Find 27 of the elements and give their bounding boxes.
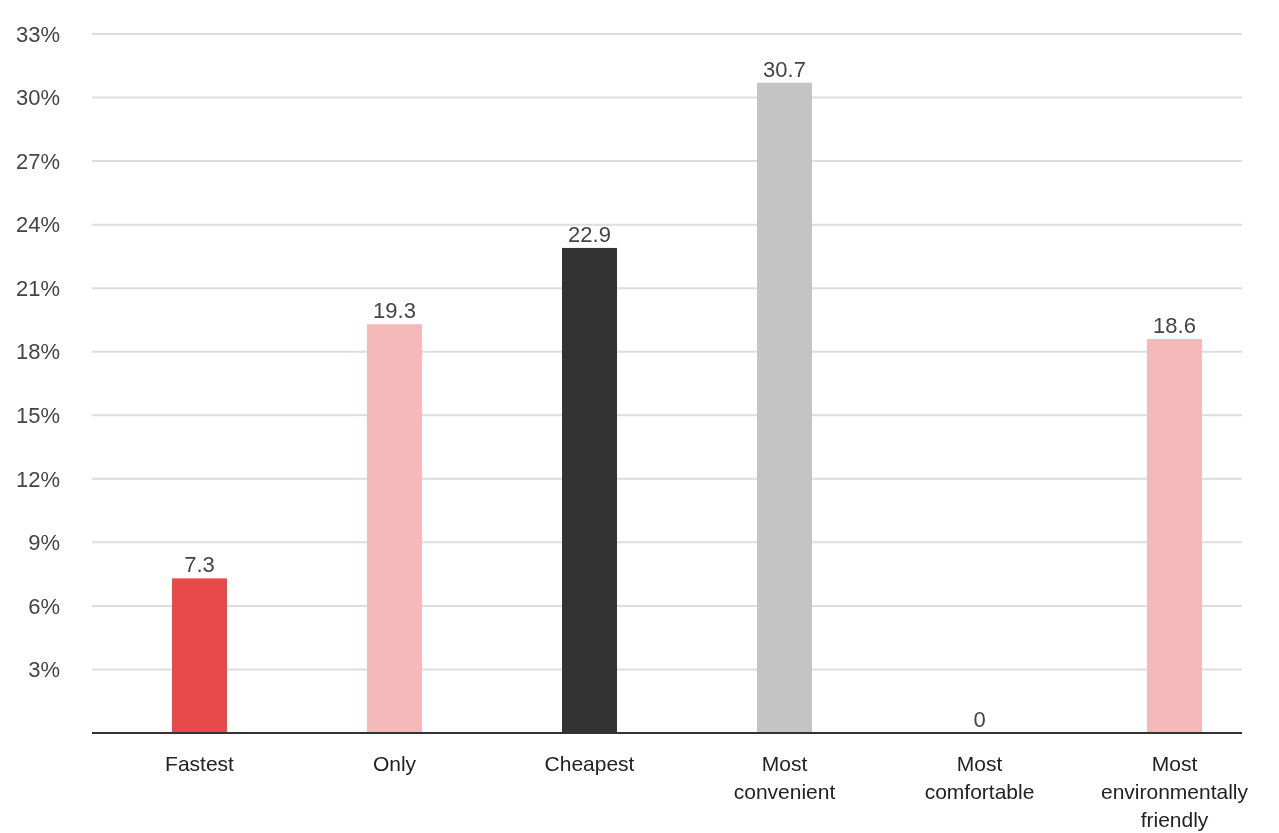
x-tick-label: Only bbox=[372, 752, 417, 775]
y-tick-label: 21% bbox=[15, 275, 60, 301]
bar bbox=[1147, 339, 1202, 733]
y-tick-label: 12% bbox=[15, 466, 60, 492]
y-tick-label: 15% bbox=[15, 402, 60, 428]
y-tick-label: 24% bbox=[15, 212, 60, 238]
y-tick-label: 9% bbox=[28, 530, 60, 556]
data-label: 19.3 bbox=[373, 298, 416, 324]
data-label: 30.7 bbox=[763, 56, 806, 82]
y-tick-label: 27% bbox=[15, 148, 60, 174]
x-tick-label: Most environmentally friendly bbox=[1100, 752, 1249, 831]
x-tick-label: Fastest bbox=[165, 752, 235, 775]
y-tick-label: 6% bbox=[28, 593, 60, 619]
data-label: 22.9 bbox=[568, 221, 611, 247]
y-tick-label: 30% bbox=[15, 85, 60, 111]
bar bbox=[757, 82, 812, 733]
bar bbox=[172, 578, 227, 733]
data-label: 18.6 bbox=[1153, 313, 1196, 339]
x-tick-label: Cheapest bbox=[544, 752, 635, 775]
y-tick-label: 18% bbox=[15, 339, 60, 365]
data-label: 7.3 bbox=[184, 552, 215, 578]
y-tick-label: 3% bbox=[28, 657, 60, 683]
data-label: 0 bbox=[973, 707, 986, 732]
bar bbox=[367, 324, 422, 733]
x-tick-label: Most convenient bbox=[733, 752, 836, 803]
x-tick-label: Most comfortable bbox=[924, 752, 1035, 803]
y-tick-label: 33% bbox=[15, 21, 60, 47]
